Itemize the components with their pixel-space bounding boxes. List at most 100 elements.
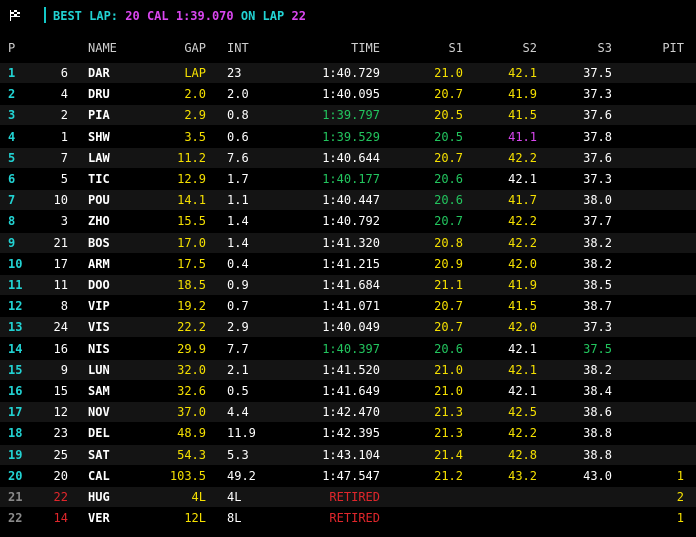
sector1-cell: 20.7 <box>434 87 463 102</box>
gap-cell: 19.2 <box>177 299 206 314</box>
table-row: 1 6 DAR LAP 23 1:40.729 21.0 42.1 37.5 <box>0 63 696 83</box>
car-number-cell: 22 <box>53 490 68 504</box>
sector3-cell: 37.6 <box>583 150 612 165</box>
interval-cell: 11.9 <box>227 426 256 441</box>
sector3-cell: 38.8 <box>583 426 612 441</box>
sector2-cell: 42.2 <box>508 426 537 441</box>
gap-cell: 29.9 <box>177 341 206 356</box>
sector1-cell: 20.5 <box>434 108 463 123</box>
sector3-cell: 43.0 <box>583 468 612 483</box>
car-number-cell: 21 <box>53 235 68 250</box>
gap-cell: 48.9 <box>177 426 206 441</box>
sector1-cell: 21.0 <box>434 384 463 398</box>
position-cell: 21 <box>8 490 23 504</box>
lap-time-cell: 1:40.049 <box>322 320 380 335</box>
car-number-cell: 25 <box>53 447 68 462</box>
sector1-cell: 20.7 <box>434 299 463 314</box>
car-number-cell: 8 <box>60 299 68 314</box>
driver-name-cell: DRU <box>88 87 110 102</box>
driver-name-cell: CAL <box>88 468 110 483</box>
driver-name-cell: NIS <box>88 341 110 356</box>
car-number-cell: 2 <box>60 108 68 123</box>
interval-cell: 2.1 <box>227 362 249 377</box>
lap-time-cell: 1:40.792 <box>322 214 380 229</box>
sector1-cell: 20.6 <box>434 193 463 208</box>
header-divider <box>44 7 46 23</box>
interval-cell: 0.8 <box>227 108 249 123</box>
lap-time-cell: 1:41.520 <box>322 362 380 377</box>
table-row: 20 20 CAL 103.5 49.2 1:47.547 21.2 43.2 43.0 1 <box>0 466 696 486</box>
interval-cell: 0.9 <box>227 278 249 292</box>
position-cell: 8 <box>8 214 16 229</box>
pit-count-cell: 1 <box>676 511 684 526</box>
position-cell: 18 <box>8 426 23 441</box>
interval-cell: 0.6 <box>227 129 249 144</box>
col-header-pit: PIT <box>662 41 684 55</box>
sector3-cell: 38.6 <box>583 405 612 420</box>
sector1-cell: 20.8 <box>434 235 463 250</box>
best-lap-label: BEST LAP: <box>53 9 119 23</box>
position-cell: 3 <box>8 108 16 123</box>
lap-time-cell: 1:40.177 <box>322 172 380 186</box>
gap-cell: 54.3 <box>177 447 206 462</box>
sector2-cell: 42.0 <box>508 320 537 335</box>
driver-name-cell: ARM <box>88 256 110 271</box>
interval-cell: 7.7 <box>227 341 249 356</box>
driver-name-cell: DEL <box>88 426 110 441</box>
sector1-cell: 21.2 <box>434 468 463 483</box>
sector3-cell: 38.2 <box>583 235 612 250</box>
position-cell: 2 <box>8 87 16 102</box>
gap-cell: 3.5 <box>184 129 206 144</box>
lap-time-cell: 1:42.395 <box>322 426 380 441</box>
gap-cell: 37.0 <box>177 405 206 420</box>
sector3-cell: 38.4 <box>583 384 612 398</box>
best-lap-banner: BEST LAP: 20 CAL 1:39.070 ON LAP 22 <box>53 9 306 23</box>
sector1-cell: 21.0 <box>434 362 463 377</box>
gap-cell: 22.2 <box>177 320 206 335</box>
timing-header: BEST LAP: 20 CAL 1:39.070 ON LAP 22 <box>0 0 696 32</box>
car-number-cell: 16 <box>53 341 68 356</box>
sector2-cell: 42.5 <box>508 405 537 420</box>
driver-name-cell: NOV <box>88 405 110 420</box>
interval-cell: 5.3 <box>227 447 249 462</box>
sector1-cell: 21.4 <box>434 447 463 462</box>
sector1-cell: 21.0 <box>434 66 463 80</box>
gap-cell: 12L <box>184 511 206 526</box>
sector3-cell: 37.7 <box>583 214 612 229</box>
driver-name-cell: LAW <box>88 150 110 165</box>
position-cell: 12 <box>8 299 23 314</box>
lap-time-cell: 1:40.095 <box>322 87 380 102</box>
gap-cell: LAP <box>184 66 206 80</box>
interval-cell: 4.4 <box>227 405 249 420</box>
sector1-cell: 20.6 <box>434 341 463 356</box>
sector2-cell: 42.1 <box>508 341 537 356</box>
car-number-cell: 7 <box>60 150 68 165</box>
driver-name-cell: LUN <box>88 362 110 377</box>
position-cell: 14 <box>8 341 23 356</box>
checkered-flag-icon <box>10 10 20 21</box>
car-number-cell: 1 <box>60 129 68 144</box>
interval-cell: 23 <box>227 66 242 80</box>
col-header-s2: S2 <box>522 41 537 55</box>
col-header-time: TIME <box>351 41 380 55</box>
interval-cell: 2.9 <box>227 320 249 335</box>
driver-name-cell: TIC <box>88 172 110 186</box>
table-row: 17 12 NOV 37.0 4.4 1:42.470 21.3 42.5 38.6 <box>0 402 696 423</box>
gap-cell: 14.1 <box>177 193 206 208</box>
sector2-cell: 42.2 <box>508 235 537 250</box>
position-cell: 22 <box>8 511 23 526</box>
car-number-cell: 12 <box>53 405 68 420</box>
table-row: 6 5 TIC 12.9 1.7 1:40.177 20.6 42.1 37.3 <box>0 169 696 189</box>
on-lap-label: ON LAP <box>240 9 285 23</box>
driver-name-cell: DAR <box>88 66 110 80</box>
gap-cell: 32.0 <box>177 362 206 377</box>
sector2-cell: 42.1 <box>508 384 537 398</box>
sector1-cell: 20.7 <box>434 150 463 165</box>
sector2-cell: 43.2 <box>508 468 537 483</box>
col-header-int: INT <box>227 41 249 55</box>
sector2-cell: 42.1 <box>508 172 537 186</box>
driver-name-cell: PIA <box>88 108 110 123</box>
position-cell: 20 <box>8 468 23 483</box>
table-row: 3 2 PIA 2.9 0.8 1:39.797 20.5 41.5 37.6 <box>0 105 696 126</box>
lap-time-cell: 1:47.547 <box>322 468 380 483</box>
